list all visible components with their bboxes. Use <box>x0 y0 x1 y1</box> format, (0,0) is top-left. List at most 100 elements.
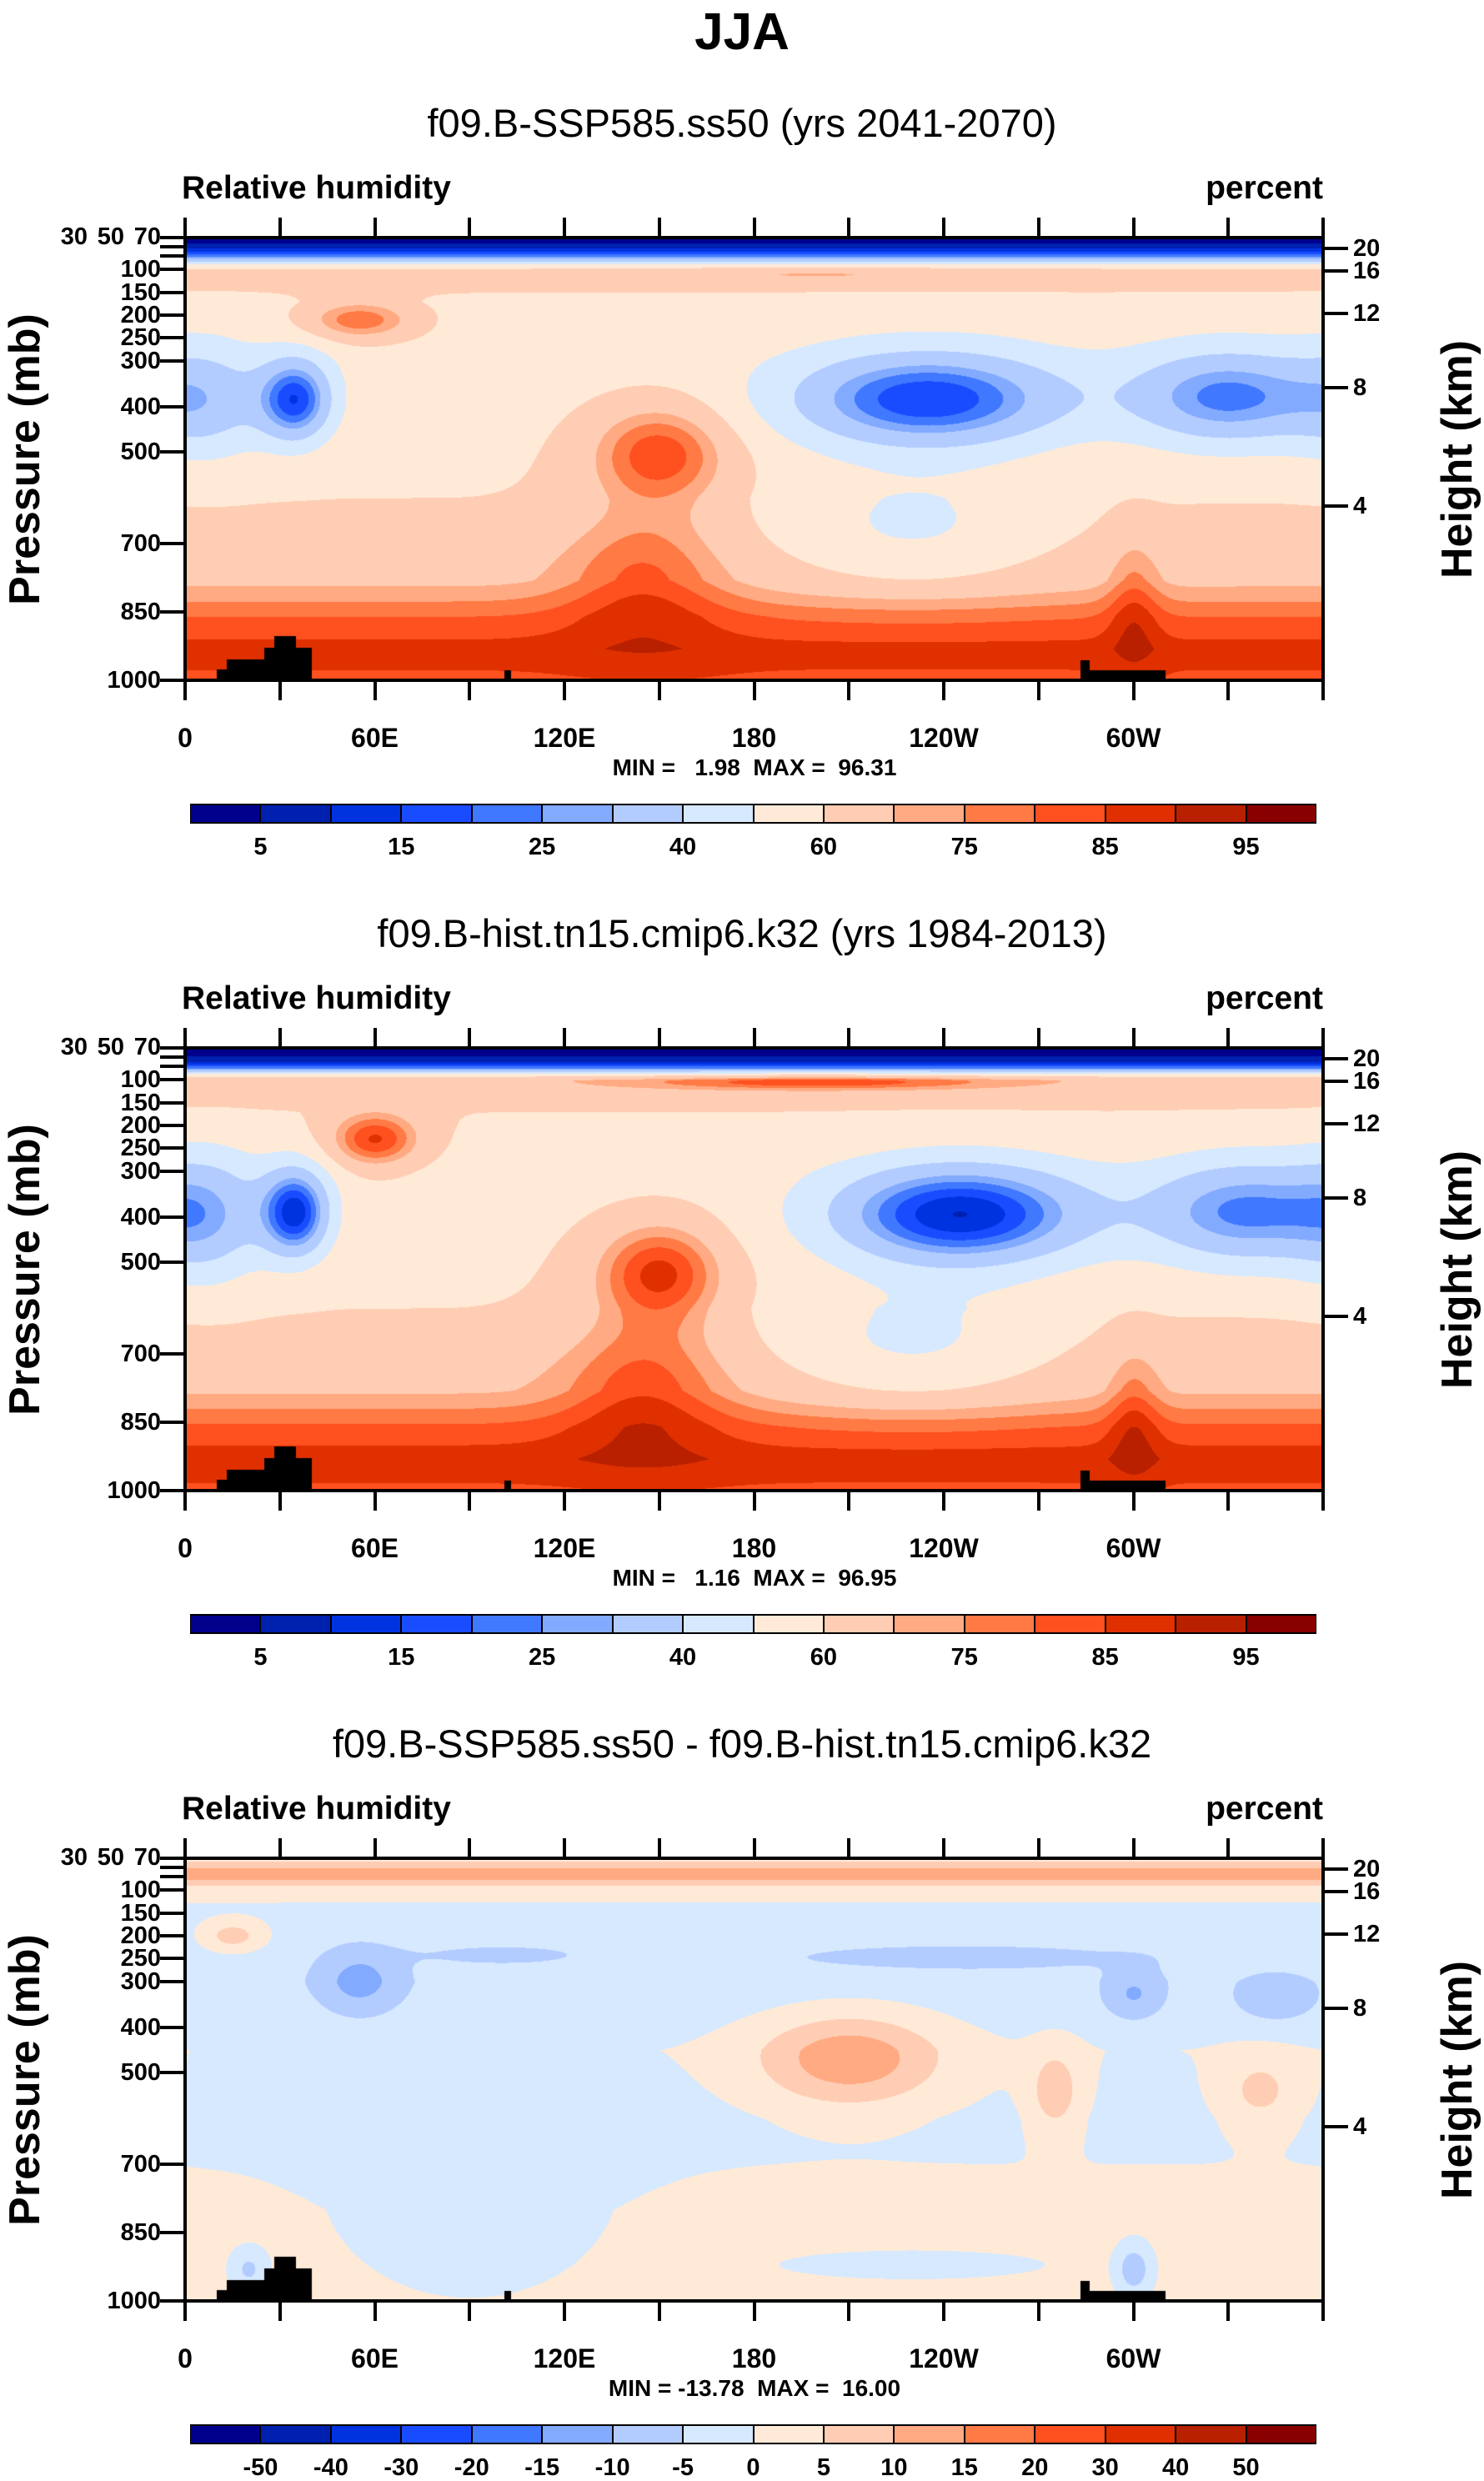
x-tick-label: 120E <box>533 2343 596 2373</box>
x-tick-bottom <box>1036 1491 1040 1511</box>
y-tick <box>160 450 185 454</box>
y-tick-label: 300 <box>120 347 161 374</box>
x-tick-bottom <box>1036 680 1040 700</box>
colorbar-label: 40 <box>669 834 697 860</box>
y-tick <box>160 336 185 340</box>
colorbar-label: 75 <box>950 1644 978 1671</box>
y-tick <box>160 2162 185 2166</box>
x-tick-bottom <box>373 2301 377 2321</box>
y-axis-title: Pressure (mb) <box>1 1123 49 1416</box>
plot-frame <box>183 236 1325 682</box>
colorbar-box <box>1246 804 1316 824</box>
x-tick-label: 120W <box>909 723 979 753</box>
y-tick <box>160 1420 185 1424</box>
x-tick-top <box>1036 1838 1040 1858</box>
x-tick-bottom <box>1321 680 1325 700</box>
x-tick-top <box>1131 1838 1136 1858</box>
y-tick-label: 100 <box>120 256 161 283</box>
y-axis-title-right: Height (km) <box>1433 1150 1481 1389</box>
x-tick-top <box>1131 1028 1136 1048</box>
colorbar-box <box>190 1614 261 1634</box>
colorbar-box <box>894 1614 965 1634</box>
y-tick <box>160 1489 185 1492</box>
y-tick <box>160 1888 185 1892</box>
x-tick-top <box>942 1838 945 1858</box>
colorbar-label: -30 <box>384 2454 419 2481</box>
y-tick-label: 150 <box>120 1089 161 1116</box>
y-tick-label: 500 <box>120 1249 161 1276</box>
x-tick-top <box>373 1028 377 1048</box>
x-tick-top <box>1036 1028 1040 1048</box>
height-tick-label: 4 <box>1353 2113 1367 2141</box>
colorbar-label: 0 <box>746 2454 760 2481</box>
y-tick <box>160 1934 185 1938</box>
x-tick-bottom <box>657 680 661 700</box>
x-tick-bottom <box>183 2301 187 2321</box>
x-tick-label: 120E <box>533 1533 596 1563</box>
y-tick-label: 400 <box>120 1203 161 1230</box>
x-tick-top <box>563 1028 566 1048</box>
x-tick-bottom <box>942 680 945 700</box>
colorbar-box <box>1035 2424 1105 2444</box>
height-tick-label: 20 <box>1353 1045 1381 1073</box>
colorbar-label: 10 <box>880 2454 908 2481</box>
x-tick-top <box>1321 218 1325 238</box>
y-axis-title: Pressure (mb) <box>1 313 49 605</box>
y-tick <box>160 236 185 239</box>
x-tick-top <box>657 1028 661 1048</box>
x-tick-bottom <box>1131 2301 1136 2321</box>
height-tick <box>1323 1196 1348 1200</box>
right-label: percent <box>1206 980 1323 1016</box>
height-tick-label: 12 <box>1353 1110 1381 1137</box>
x-tick-bottom <box>657 2301 661 2321</box>
x-tick-top <box>278 218 282 238</box>
colorbar-label: 5 <box>253 834 268 860</box>
y-tick-label: 30 <box>60 1034 88 1060</box>
y-tick <box>160 2299 185 2303</box>
colorbar-box <box>260 804 331 824</box>
y-tick <box>160 609 185 614</box>
x-tick-bottom <box>942 2301 945 2321</box>
colorbar-box <box>894 804 965 824</box>
y-tick <box>160 1979 185 1983</box>
x-tick-top <box>563 218 566 238</box>
y-tick-label: 700 <box>120 2150 161 2178</box>
x-tick-bottom <box>563 2301 566 2321</box>
colorbar-box <box>753 804 824 824</box>
plot-frame <box>183 1857 1325 2303</box>
x-tick-top <box>752 1838 756 1858</box>
y-tick-label: 30 <box>60 223 88 250</box>
y-tick-label: 70 <box>133 1844 161 1871</box>
colorbar-box <box>823 1614 895 1634</box>
y-tick-label: 30 <box>60 1844 88 1871</box>
y-tick <box>160 1215 185 1219</box>
x-tick-label: 60E <box>351 1533 399 1563</box>
x-tick-top <box>468 1838 472 1858</box>
x-tick-bottom <box>1131 1491 1136 1511</box>
x-tick-top <box>1226 218 1231 238</box>
y-tick-label: 50 <box>97 223 124 250</box>
colorbar-box <box>612 2424 684 2444</box>
x-tick-label: 0 <box>178 1533 193 1563</box>
x-tick-top <box>752 1028 756 1048</box>
y-tick <box>160 679 185 682</box>
x-tick-label: 60E <box>351 2343 399 2373</box>
colorbar-box <box>542 2424 613 2444</box>
x-tick-bottom <box>373 680 377 700</box>
contour-field <box>185 238 1323 680</box>
y-tick-label: 200 <box>120 1112 161 1140</box>
y-tick-label: 300 <box>120 1967 161 1995</box>
y-tick <box>160 1078 185 1082</box>
y-tick <box>160 268 185 272</box>
y-tick-label: 1000 <box>107 667 161 694</box>
y-tick-label: 150 <box>120 1899 161 1927</box>
height-tick <box>1323 311 1348 315</box>
colorbar-box <box>401 1614 472 1634</box>
x-tick-top <box>847 218 851 238</box>
colorbar-label: 60 <box>810 1644 838 1671</box>
y-tick-label: 850 <box>120 598 161 625</box>
x-tick-bottom <box>468 680 472 700</box>
height-tick-label: 12 <box>1353 1920 1381 1947</box>
height-tick-label: 8 <box>1353 1185 1367 1212</box>
height-tick-label: 20 <box>1353 1856 1381 1883</box>
